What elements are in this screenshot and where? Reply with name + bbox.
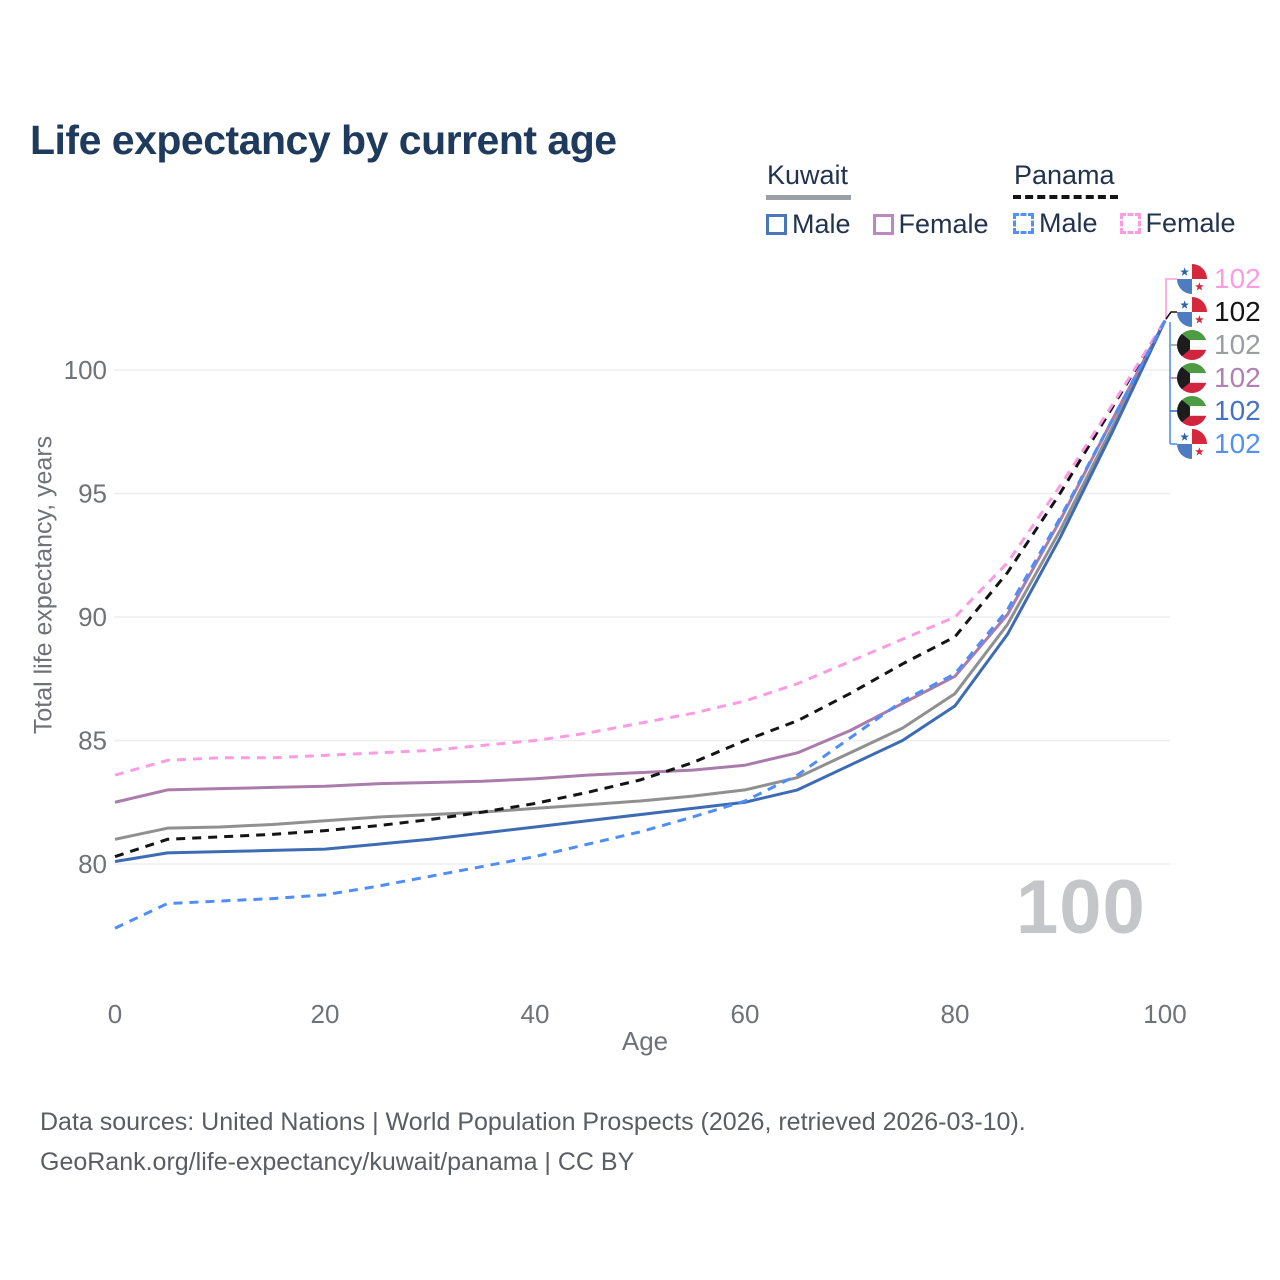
y-tick-label: 80 — [78, 849, 107, 879]
legend-group-panama: Panama Male Female — [1013, 160, 1236, 239]
legend-country-kuwait[interactable]: Kuwait — [766, 160, 852, 200]
panama-female-swatch[interactable] — [1119, 213, 1141, 234]
x-axis-title: Age — [621, 1026, 669, 1056]
endpoint-labels: 102 102 102 102 102 102 — [1177, 264, 1261, 459]
endpoint-kuwait-female: 102 — [1177, 363, 1261, 393]
kuwait-male-swatch[interactable] — [766, 214, 787, 235]
series-line-kuwait-female — [114, 319, 1167, 804]
panama-female-label[interactable]: Female — [1145, 208, 1236, 238]
x-tick-label: 100 — [1143, 999, 1186, 1029]
endpoint-value: 102 — [1214, 428, 1261, 459]
panama-male-swatch[interactable] — [1013, 213, 1034, 234]
endpoint-value: 102 — [1214, 296, 1261, 327]
y-tick-label: 100 — [64, 355, 107, 385]
series-line-panama-female — [114, 319, 1167, 777]
x-tick-label: 60 — [731, 999, 760, 1029]
x-tick-label: 0 — [108, 999, 122, 1029]
y-tick-label: 90 — [78, 602, 107, 632]
x-tick-label: 40 — [521, 999, 550, 1029]
kuwait-flag-icon — [1177, 363, 1207, 393]
kuwait-flag-icon — [1177, 396, 1207, 426]
y-axis-title: Total life expectancy, years — [29, 435, 58, 735]
panama-flag-icon — [1177, 264, 1207, 294]
x-tick-label: 20 — [311, 999, 340, 1029]
endpoint-value: 102 — [1214, 395, 1261, 426]
endpoint-kuwait-male: 102 — [1177, 396, 1261, 426]
series-line-kuwait-male — [114, 319, 1167, 864]
endpoint-value: 102 — [1214, 329, 1261, 360]
panama-male-label[interactable]: Male — [1039, 208, 1098, 238]
age-counter-watermark: 100 — [1016, 865, 1146, 950]
endpoint-connector — [1165, 311, 1177, 320]
y-tick-label: 85 — [78, 726, 107, 756]
endpoint-value: 102 — [1214, 362, 1261, 393]
legend-group-kuwait: Kuwait Male Female — [766, 160, 989, 240]
endpoint-connector — [1165, 278, 1177, 320]
series-line-kuwait — [114, 319, 1167, 841]
attribution-note: GeoRank.org/life-expectancy/kuwait/panam… — [40, 1148, 635, 1176]
endpoint-panama-female: 102 — [1177, 264, 1261, 294]
legend-country-panama[interactable]: Panama — [1013, 160, 1118, 199]
endpoint-panama-male: 102 — [1177, 429, 1261, 459]
series-line-panama — [114, 319, 1167, 859]
chart-title: Life expectancy by current age — [30, 117, 617, 164]
kuwait-flag-icon — [1177, 330, 1207, 360]
panama-flag-icon — [1177, 297, 1207, 327]
kuwait-female-swatch[interactable] — [872, 214, 894, 235]
series-line-panama-male — [114, 319, 1167, 930]
y-tick-label: 95 — [78, 479, 107, 509]
data-sources-note: Data sources: United Nations | World Pop… — [40, 1108, 1026, 1136]
kuwait-female-label[interactable]: Female — [898, 209, 989, 239]
x-tick-label: 80 — [941, 999, 970, 1029]
panama-flag-icon — [1177, 429, 1207, 459]
endpoint-value: 102 — [1214, 263, 1261, 294]
endpoint-kuwait-total: 102 — [1177, 330, 1261, 360]
endpoint-panama-total: 102 — [1177, 297, 1261, 327]
kuwait-male-label[interactable]: Male — [792, 209, 851, 239]
